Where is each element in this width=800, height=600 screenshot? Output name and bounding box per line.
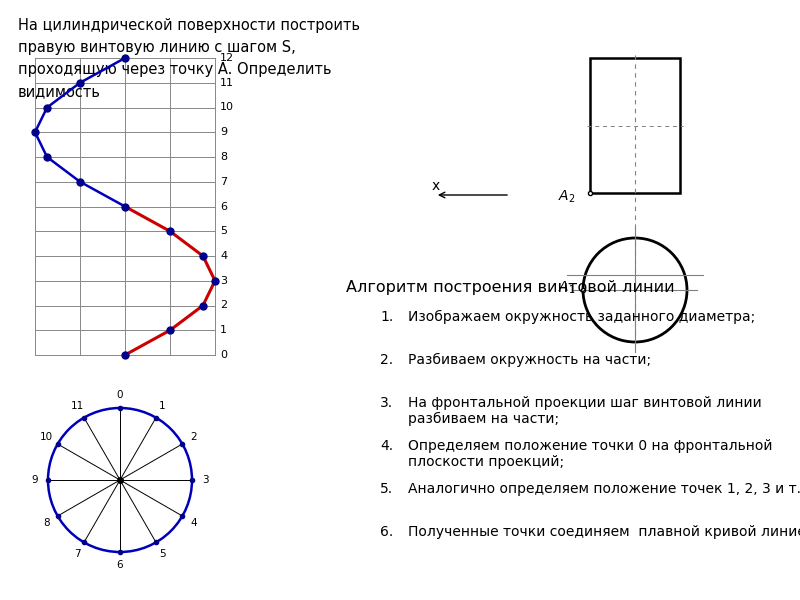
- Text: 11: 11: [220, 78, 234, 88]
- Text: Изображаем окружность заданного диаметра;: Изображаем окружность заданного диаметра…: [408, 310, 755, 324]
- Text: 7: 7: [74, 548, 81, 559]
- Text: 9: 9: [220, 127, 227, 137]
- Text: 10: 10: [220, 103, 234, 113]
- Text: 7: 7: [220, 177, 227, 187]
- Text: 6: 6: [117, 560, 123, 570]
- Text: 1.: 1.: [380, 310, 394, 324]
- Text: 9: 9: [32, 475, 38, 485]
- Text: 5: 5: [159, 548, 166, 559]
- Text: 0: 0: [220, 350, 227, 360]
- Text: 3: 3: [202, 475, 208, 485]
- Text: На фронтальной проекции шаг винтовой линии
разбиваем на части;: На фронтальной проекции шаг винтовой лин…: [408, 396, 762, 427]
- Text: 2: 2: [220, 301, 227, 311]
- Text: 2: 2: [190, 433, 197, 443]
- Text: 5: 5: [220, 226, 227, 236]
- Text: 1: 1: [159, 401, 166, 412]
- Text: 3.: 3.: [380, 396, 393, 410]
- Text: 8: 8: [43, 517, 50, 527]
- Text: 6: 6: [220, 202, 227, 211]
- Text: 3: 3: [220, 276, 227, 286]
- Text: Разбиваем окружность на части;: Разбиваем окружность на части;: [408, 353, 651, 367]
- Text: 5.: 5.: [380, 482, 393, 496]
- Text: 4: 4: [220, 251, 227, 261]
- Text: $A_1$: $A_1$: [558, 280, 575, 296]
- Text: 2.: 2.: [380, 353, 393, 367]
- Text: Полученные точки соединяем  плавной кривой линией: Полученные точки соединяем плавной криво…: [408, 525, 800, 539]
- Text: 8: 8: [220, 152, 227, 162]
- Text: x: x: [432, 179, 440, 193]
- Text: На цилиндрической поверхности построить
правую винтовую линию с шагом S,
проходя: На цилиндрической поверхности построить …: [18, 18, 360, 100]
- Text: Аналогично определяем положение точек 1, 2, 3 и т.д.;: Аналогично определяем положение точек 1,…: [408, 482, 800, 496]
- Text: 1: 1: [220, 325, 227, 335]
- Text: 0: 0: [117, 390, 123, 400]
- Text: 10: 10: [40, 433, 53, 443]
- Text: 4.: 4.: [380, 439, 393, 453]
- Text: Определяем положение точки 0 на фронтальной
плоскости проекций;: Определяем положение точки 0 на фронталь…: [408, 439, 773, 469]
- Text: 11: 11: [71, 401, 84, 412]
- Text: 12: 12: [220, 53, 234, 63]
- Text: 6.: 6.: [380, 525, 394, 539]
- Text: 4: 4: [190, 517, 197, 527]
- Bar: [590, 58, 680, 193]
- Text: $A_2$: $A_2$: [558, 189, 575, 205]
- Text: Алгоритм построения винтовой линии: Алгоритм построения винтовой линии: [346, 280, 674, 295]
